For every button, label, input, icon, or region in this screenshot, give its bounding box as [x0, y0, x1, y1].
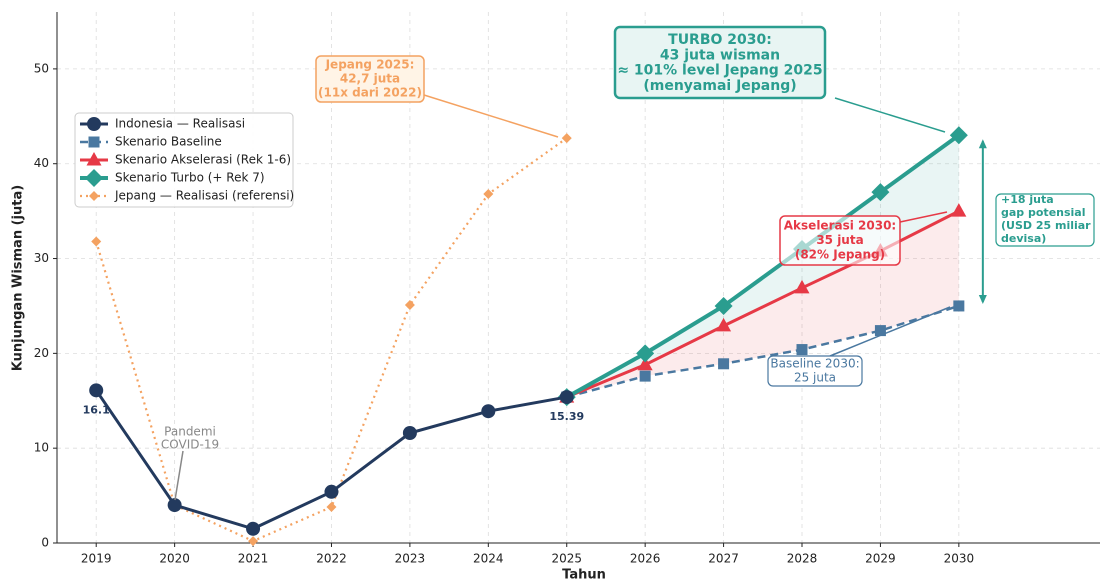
y-tick-label: 0: [41, 536, 49, 550]
annotation-text: +18 juta: [1001, 193, 1054, 206]
x-tick-label: 2022: [316, 552, 347, 566]
legend-marker: [89, 191, 99, 201]
legend-label: Skenario Turbo (+ Rek 7): [115, 171, 265, 185]
annotation-box: [767, 355, 863, 387]
marker: [714, 296, 733, 315]
annotation-text: 25 juta: [794, 371, 836, 385]
annotation-arrow: [829, 306, 951, 357]
marker: [871, 183, 890, 202]
annotation-arrow: [834, 97, 946, 133]
x-tick-label: 2019: [81, 552, 112, 566]
annotation-text: TURBO 2030:: [668, 32, 772, 48]
marker: [324, 484, 339, 499]
marker: [481, 404, 496, 419]
y-tick-label: 10: [34, 441, 49, 455]
scenario-band: [566, 211, 959, 398]
arrow-head: [978, 139, 987, 149]
marker: [561, 133, 572, 144]
x-tick-label: 2029: [865, 552, 896, 566]
annotation-box: [779, 215, 901, 266]
marker: [953, 300, 965, 312]
marker: [167, 498, 182, 513]
marker: [639, 370, 651, 382]
marker: [716, 317, 732, 332]
annotation-text: gap potensial: [1001, 206, 1086, 219]
legend-label: Skenario Akselerasi (Rek 1-6): [115, 153, 291, 167]
series-line: [566, 304, 960, 399]
legend-marker: [85, 169, 103, 187]
annotation-arrow: [899, 211, 948, 223]
marker: [636, 344, 655, 363]
marker: [794, 279, 810, 294]
x-tick-label: 2026: [630, 552, 661, 566]
marker: [949, 126, 968, 145]
x-tick-label: 2020: [159, 552, 190, 566]
annotation-text: Pandemi: [164, 425, 216, 439]
marker: [402, 426, 417, 441]
x-tick-label: 2027: [708, 552, 739, 566]
annotation-text: (menyamai Jepang): [643, 78, 796, 94]
annotation-text: ≈ 101% level Jepang 2025: [617, 63, 822, 79]
annotation-text: (11x dari 2022): [318, 86, 422, 100]
legend-label: Skenario Baseline: [115, 135, 222, 149]
annotation-text: COVID-19: [161, 438, 219, 452]
annotation-text: devisa): [1001, 232, 1046, 245]
marker: [718, 358, 730, 370]
marker: [874, 325, 886, 337]
data-label: 16.1: [83, 403, 110, 416]
y-tick-label: 20: [34, 346, 49, 360]
y-axis-label: Kunjungan Wisman (juta): [11, 185, 26, 371]
annotation-text: Jepang 2025:: [325, 58, 415, 72]
x-tick-label: 2021: [238, 552, 269, 566]
y-tick-label: 40: [34, 156, 49, 170]
legend-marker: [87, 117, 101, 131]
annotation-arrow: [174, 450, 184, 501]
y-tick-label: 50: [34, 61, 49, 75]
marker: [326, 501, 337, 512]
annotation-text: Baseline 2030:: [770, 357, 859, 371]
legend-label: Jepang — Realisasi (referensi): [114, 189, 294, 203]
y-tick-label: 30: [34, 251, 49, 265]
marker: [637, 356, 653, 371]
arrow-head: [978, 294, 987, 304]
data-label: 15.39: [549, 410, 584, 423]
legend-box: [74, 112, 294, 208]
annotation-box: [995, 193, 1095, 247]
annotation-arrow: [423, 94, 559, 138]
marker: [91, 236, 102, 247]
x-tick-label: 2028: [787, 552, 818, 566]
annotation-text: 43 juta wisman: [660, 47, 780, 63]
annotation-text: 35 juta: [816, 233, 863, 247]
x-tick-label: 2025: [551, 552, 582, 566]
x-tick-label: 2024: [473, 552, 504, 566]
annotation-text: (USD 25 miliar: [1001, 219, 1091, 232]
annotation-text: 42,7 juta: [340, 72, 400, 86]
legend-marker: [86, 152, 102, 166]
annotation-box: [613, 25, 827, 100]
marker: [248, 536, 259, 547]
annotation-text: Akselerasi 2030:: [784, 219, 896, 233]
marker: [246, 521, 261, 536]
x-tick-label: 2023: [395, 552, 426, 566]
marker: [796, 344, 808, 356]
series-line: [565, 133, 961, 399]
marker: [483, 189, 494, 200]
x-axis-label: Tahun: [562, 568, 606, 582]
marker: [89, 383, 104, 398]
annotation-text: (82% Jepang): [795, 248, 885, 262]
marker: [951, 203, 967, 217]
annotation-box: [315, 55, 425, 103]
marker: [559, 390, 574, 405]
marker: [404, 299, 415, 310]
legend-marker: [88, 136, 100, 148]
legend-label: Indonesia — Realisasi: [115, 117, 245, 131]
x-tick-label: 2030: [944, 552, 975, 566]
